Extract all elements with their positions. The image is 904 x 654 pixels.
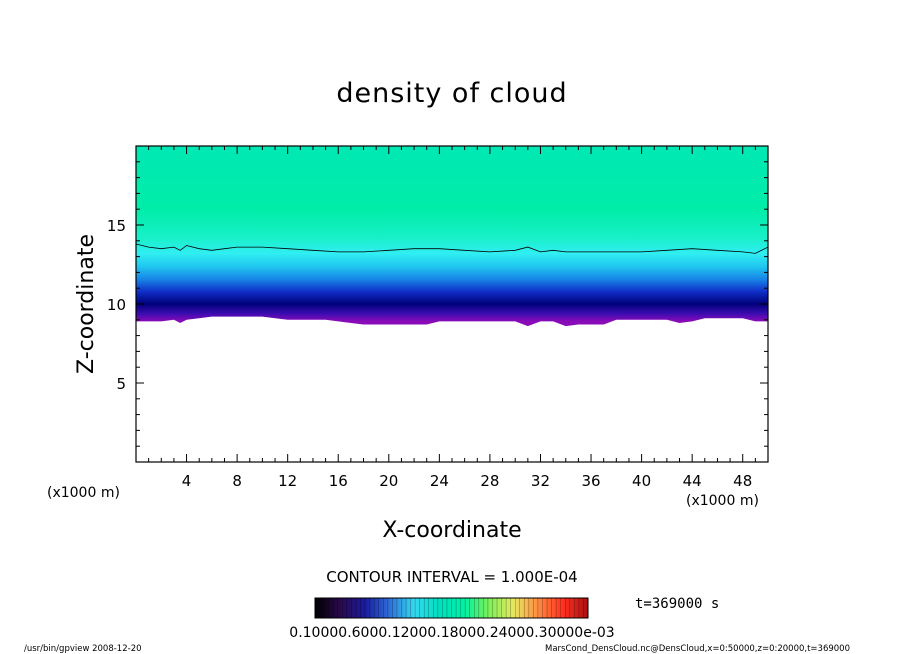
y-tick-label: 5 xyxy=(116,375,126,393)
x-tick-label: 12 xyxy=(278,472,297,490)
footer-right: MarsCond_DensCloud.nc@DensCloud,x=0:5000… xyxy=(545,644,850,654)
footer-left: /usr/bin/gpview 2008-12-20 xyxy=(24,644,142,654)
x-tick-label: 36 xyxy=(581,472,600,490)
x-tick-label: 16 xyxy=(329,472,348,490)
x-tick-label: 40 xyxy=(632,472,651,490)
colorbar-labels: 0.10000.6000.12000.18000.24000.30000e-03 xyxy=(289,625,614,641)
x-tick-label: 8 xyxy=(232,472,242,490)
x-axis-title: X-coordinate xyxy=(382,518,521,543)
x-tick-label: 32 xyxy=(531,472,550,490)
x-tick-label: 24 xyxy=(430,472,449,490)
x-unit-label-right: (x1000 m) xyxy=(686,493,759,509)
y-axis: 5 10 15 xyxy=(107,161,768,447)
colorbar-frame xyxy=(314,597,589,619)
cloud-density-field xyxy=(136,146,768,327)
colorbar-gradient xyxy=(315,598,588,618)
cloud-top-contour xyxy=(136,243,768,254)
chart-title: density of cloud xyxy=(336,78,567,109)
y-tick-label: 15 xyxy=(107,217,126,235)
x-tick-label: 28 xyxy=(480,472,499,490)
y-axis-title: Z-coordinate xyxy=(74,234,99,374)
x-tick-label: 20 xyxy=(379,472,398,490)
x-tick-label: 4 xyxy=(182,472,192,490)
contour-interval-label: CONTOUR INTERVAL = 1.000E-04 xyxy=(326,568,577,586)
colorbar-stripes xyxy=(319,598,584,618)
x-tick-label: 48 xyxy=(733,472,752,490)
x-axis: 4 8 12 16 20 24 28 32 36 40 44 48 xyxy=(148,146,756,490)
plot-area xyxy=(136,146,768,327)
x-unit-label-left: (x1000 m) xyxy=(47,485,120,501)
x-tick-label: 44 xyxy=(683,472,702,490)
colorbar xyxy=(314,597,589,619)
time-label: t=369000 s xyxy=(635,596,719,612)
y-tick-label: 10 xyxy=(107,296,126,314)
